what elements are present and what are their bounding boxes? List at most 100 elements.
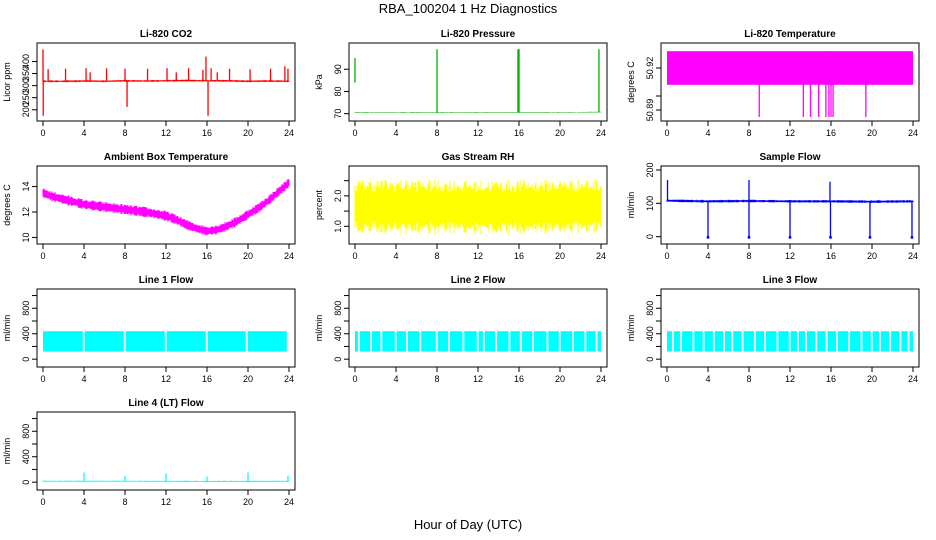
x-tick-label: 12	[785, 128, 795, 138]
x-tick-label: 0	[40, 251, 45, 261]
chart-panel: Li-820 Temperature 0 4 8 12 16 20 24 50.89 50.92 d…	[626, 29, 920, 138]
y-axis-label: ml/min	[2, 315, 12, 342]
x-tick-label: 12	[473, 374, 483, 384]
data-band	[872, 331, 879, 352]
data-point	[829, 235, 832, 239]
y-axis-label: ml/min	[2, 438, 12, 465]
panel-title: Sample Flow	[759, 152, 820, 163]
x-tick-label: 20	[867, 128, 877, 138]
x-tick-label: 20	[243, 128, 253, 138]
data-band	[880, 331, 890, 352]
data-band	[704, 331, 713, 352]
x-tick-label: 0	[40, 374, 45, 384]
x-tick-label: 16	[202, 497, 212, 507]
y-tick-label: 800	[21, 424, 31, 439]
x-tick-label: 24	[596, 374, 606, 384]
x-tick-label: 0	[664, 128, 669, 138]
x-tick-label: 24	[908, 251, 918, 261]
x-tick-label: 24	[596, 251, 606, 261]
y-tick-label: 200	[21, 102, 31, 117]
data-band	[464, 331, 477, 352]
data-series	[42, 472, 290, 482]
x-tick-label: 16	[202, 251, 212, 261]
plot-frame	[36, 288, 296, 368]
x-tick-label: 16	[826, 374, 836, 384]
figure-title: RBA_100204 1 Hz Diagnostics	[378, 1, 558, 16]
y-tick-label: 800	[21, 301, 31, 316]
x-tick-label: 0	[664, 251, 669, 261]
chart-panel: Ambient Box Temperature 0 4 8 12 16 20 24 10 12 14…	[2, 152, 296, 261]
x-tick-label: 12	[473, 251, 483, 261]
x-tick-label: 16	[202, 128, 212, 138]
data-band	[667, 331, 672, 352]
x-tick-label: 16	[202, 374, 212, 384]
data-band	[396, 331, 407, 352]
x-tick-label: 4	[705, 251, 710, 261]
panel-title: Li-820 Temperature	[744, 29, 836, 40]
x-tick-label: 12	[785, 251, 795, 261]
y-axis-label: kPa	[314, 74, 324, 90]
x-tick-label: 4	[393, 251, 398, 261]
data-band	[817, 331, 826, 352]
x-tick-label: 4	[705, 128, 710, 138]
x-tick-label: 4	[393, 374, 398, 384]
panel-title: Ambient Box Temperature	[104, 152, 229, 163]
data-point	[868, 235, 872, 239]
data-band	[681, 331, 693, 352]
data-band	[43, 331, 83, 352]
y-tick-label: 800	[645, 301, 655, 316]
x-tick-label: 8	[434, 374, 439, 384]
data-band	[247, 331, 287, 352]
x-tick-label: 12	[161, 374, 171, 384]
data-band	[798, 331, 806, 352]
y-tick-label: 400	[645, 326, 655, 341]
x-tick-label: 24	[284, 497, 294, 507]
data-line	[354, 179, 602, 235]
x-tick-label: 4	[705, 374, 710, 384]
data-band	[850, 331, 861, 352]
data-series	[42, 178, 290, 236]
x-tick-label: 16	[514, 374, 524, 384]
y-tick-label: 1.0	[333, 220, 343, 233]
data-band	[901, 331, 908, 352]
panel-title: Li-820 CO2	[140, 29, 193, 40]
x-tick-label: 12	[785, 374, 795, 384]
data-band	[733, 331, 742, 352]
x-tick-label: 8	[746, 374, 751, 384]
y-tick-label: 14	[21, 182, 31, 192]
data-point	[706, 235, 710, 239]
x-tick-label: 20	[243, 251, 253, 261]
x-tick-label: 0	[40, 128, 45, 138]
x-tick-label: 20	[555, 128, 565, 138]
y-tick-label: 100	[645, 196, 655, 211]
data-band	[673, 331, 681, 352]
x-tick-label: 24	[284, 374, 294, 384]
y-tick-label: 50.89	[645, 99, 655, 122]
y-tick-label: 0	[21, 480, 31, 485]
x-tick-label: 8	[122, 497, 127, 507]
y-tick-label: 12	[21, 207, 31, 217]
x-tick-label: 4	[81, 251, 86, 261]
x-tick-label: 8	[746, 251, 751, 261]
figure-x-axis-label: Hour of Day (UTC)	[413, 517, 523, 532]
x-tick-label: 0	[352, 251, 357, 261]
data-band	[510, 331, 520, 352]
x-tick-label: 8	[434, 128, 439, 138]
y-tick-label: 0	[333, 357, 343, 362]
data-band	[421, 331, 436, 352]
data-band	[597, 331, 601, 352]
x-tick-label: 20	[867, 374, 877, 384]
data-band	[807, 331, 816, 352]
data-series	[354, 179, 602, 235]
data-band	[548, 331, 559, 352]
data-point	[788, 235, 792, 239]
x-tick-label: 4	[81, 374, 86, 384]
data-band	[714, 331, 724, 352]
data-series	[667, 51, 913, 117]
x-tick-label: 8	[434, 251, 439, 261]
x-tick-label: 4	[81, 128, 86, 138]
y-tick-label: 400	[21, 54, 31, 69]
data-band	[909, 331, 913, 352]
data-point	[747, 235, 751, 239]
x-tick-label: 24	[908, 374, 918, 384]
